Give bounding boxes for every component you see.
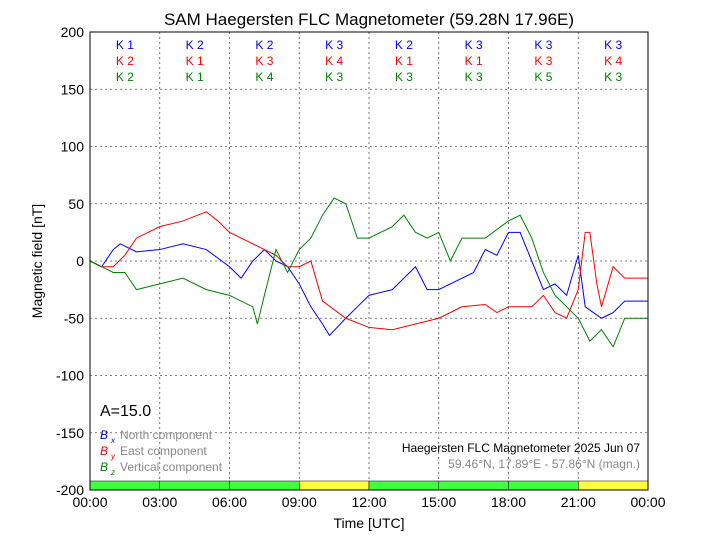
- k-index-label: K 3: [465, 70, 483, 84]
- x-tick-label: 09:00: [282, 494, 317, 510]
- activity-bar-segment: [299, 480, 370, 491]
- k-index-label: K 2: [116, 70, 134, 84]
- activity-bar-segment: [159, 480, 230, 491]
- series-line-bz: [89, 197, 648, 348]
- x-tick-label: 06:00: [212, 494, 247, 510]
- k-index-label: K 3: [604, 70, 622, 84]
- x-tick-label: 15:00: [421, 494, 456, 510]
- x-tick-label: 12:00: [351, 494, 386, 510]
- legend-label: East component: [120, 444, 207, 458]
- activity-bar-segment: [578, 480, 649, 491]
- k-index-label: K 4: [604, 54, 622, 68]
- activity-bar-segment: [89, 480, 160, 491]
- y-tick-label: -200: [56, 482, 84, 498]
- legend-symbol: B: [100, 428, 108, 442]
- legend-subscript: x: [110, 436, 116, 445]
- k-index-label: K 2: [255, 38, 273, 52]
- legend-label: North component: [120, 428, 213, 442]
- legend-subscript: y: [110, 452, 116, 461]
- y-tick-label: 100: [61, 139, 85, 155]
- a-index: A=15.0: [100, 403, 151, 420]
- k-index-label: K 4: [325, 54, 343, 68]
- activity-bar-segment: [229, 480, 300, 491]
- activity-bar-segment: [438, 480, 509, 491]
- legend-subscript: z: [110, 468, 115, 477]
- x-tick-label: 21:00: [561, 494, 596, 510]
- k-index-label: K 3: [604, 38, 622, 52]
- series-line-bx: [89, 231, 648, 337]
- chart-title: SAM Haegersten FLC Magnetometer (59.28N …: [164, 10, 574, 29]
- x-tick-label: 03:00: [142, 494, 177, 510]
- y-axis-label: Magnetic field [nT]: [29, 204, 45, 318]
- y-tick-label: 150: [61, 81, 85, 97]
- k-index-label: K 1: [116, 38, 134, 52]
- k-index-label: K 2: [116, 54, 134, 68]
- k-index-label: K 1: [186, 54, 204, 68]
- k-index-label: K 3: [465, 38, 483, 52]
- y-tick-label: 0: [76, 253, 84, 269]
- k-index-label: K 3: [395, 70, 413, 84]
- activity-bar-segment: [508, 480, 579, 491]
- y-tick-label: -100: [56, 368, 84, 384]
- series-line-by: [89, 211, 648, 331]
- x-axis-label: Time [UTC]: [333, 515, 404, 531]
- legend-symbol: B: [100, 444, 108, 458]
- y-tick-label: 200: [61, 24, 85, 40]
- k-index-label: K 3: [534, 38, 552, 52]
- k-index-label: K 4: [255, 70, 273, 84]
- legend-symbol: B: [100, 460, 108, 474]
- k-index-label: K 5: [534, 70, 552, 84]
- k-index-label: K 3: [325, 38, 343, 52]
- k-index-label: K 3: [325, 70, 343, 84]
- k-index-label: K 3: [534, 54, 552, 68]
- x-tick-label: 00:00: [630, 494, 665, 510]
- legend-label: Vertical component: [120, 460, 223, 474]
- k-index-label: K 2: [186, 38, 204, 52]
- k-index-label: K 1: [465, 54, 483, 68]
- k-index-label: K 3: [255, 54, 273, 68]
- x-tick-label: 00:00: [72, 494, 107, 510]
- activity-bar-segment: [368, 480, 439, 491]
- plot-frame: [89, 31, 649, 491]
- y-tick-label: -50: [64, 310, 84, 326]
- k-index-label: K 2: [395, 38, 413, 52]
- x-tick-label: 18:00: [491, 494, 526, 510]
- k-index-label: K 1: [186, 70, 204, 84]
- y-tick-label: 50: [68, 196, 84, 212]
- station-label: Haegersten FLC Magnetometer 2025 Jun 07: [402, 441, 640, 455]
- k-index-label: K 1: [395, 54, 413, 68]
- coords-label: 59.46°N, 17.89°E - 57.86°N (magn.): [448, 457, 640, 471]
- y-tick-label: -150: [56, 425, 84, 441]
